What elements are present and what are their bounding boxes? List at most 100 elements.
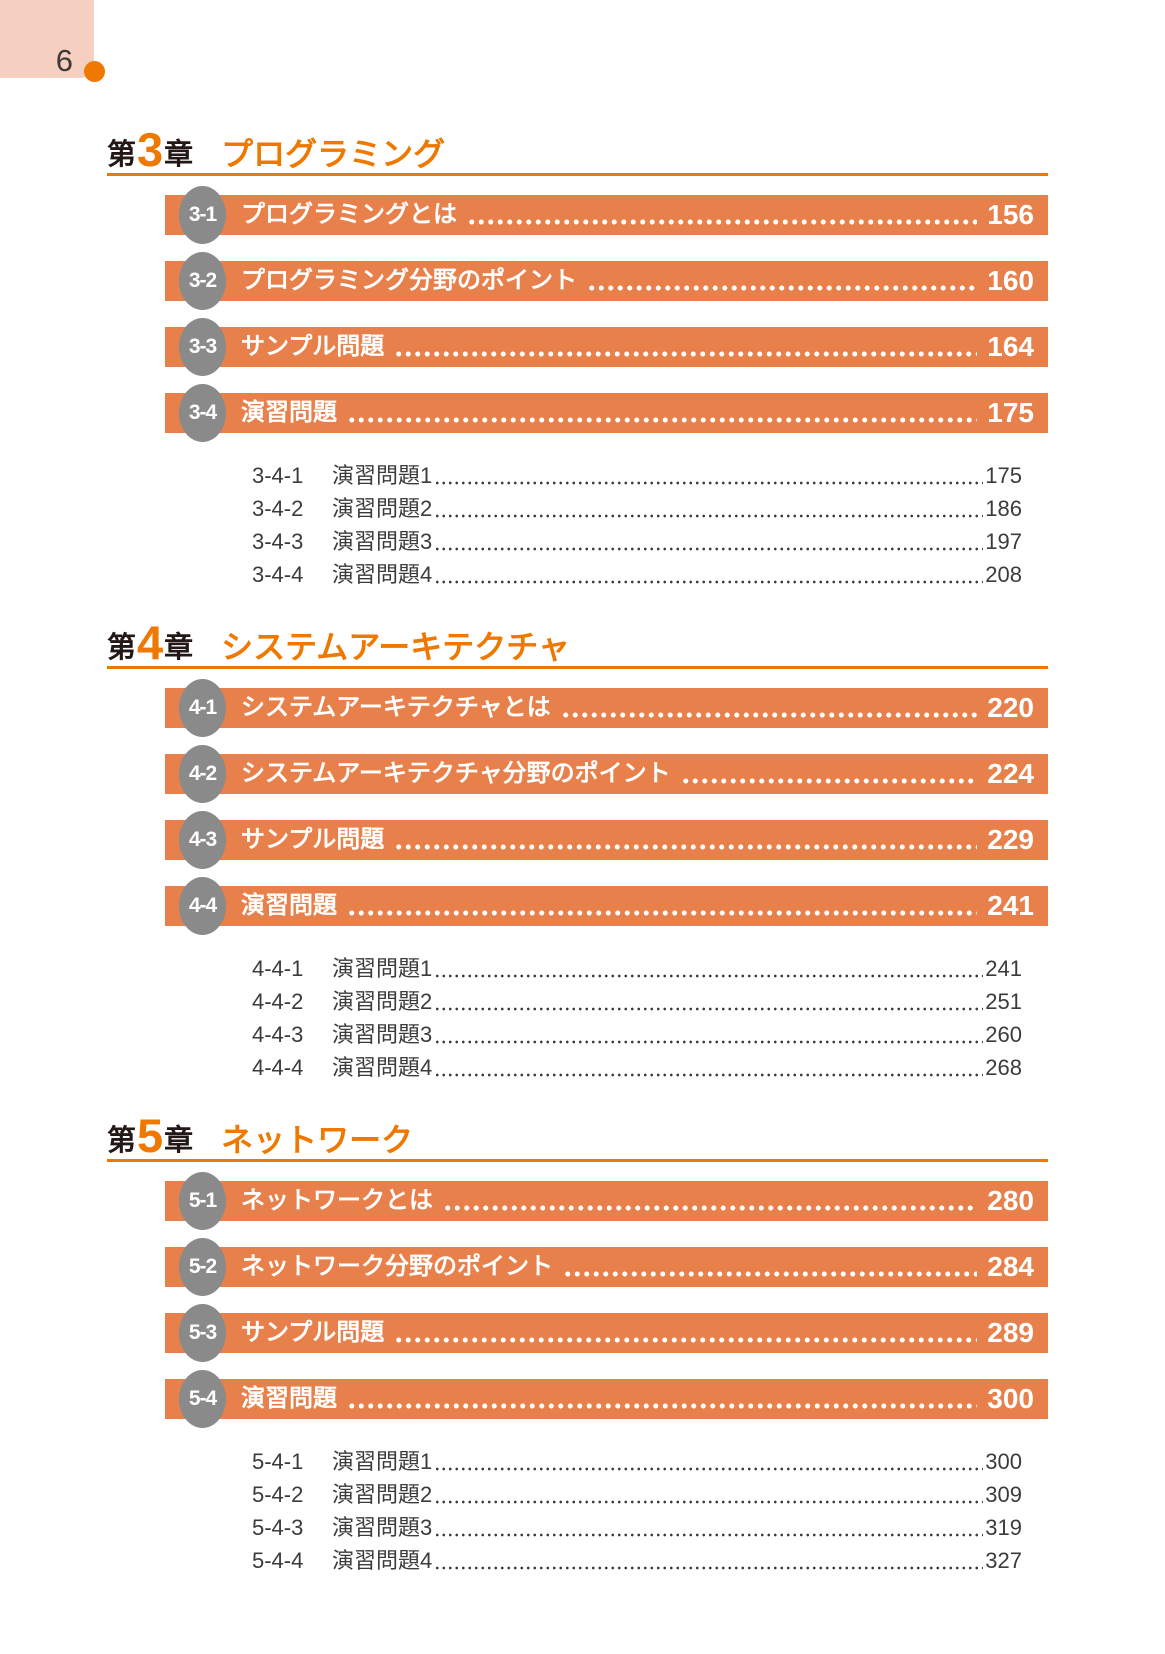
toc-section-row: 5-3 サンプル問題 289 <box>165 1304 1048 1362</box>
dot-leader <box>587 266 978 296</box>
toc-subitem-row: 5-4-4 演習問題4 327 <box>107 1544 1048 1577</box>
dot-leader <box>434 1449 984 1474</box>
toc-subitem-row: 4-4-2 演習問題2 251 <box>107 985 1048 1018</box>
subitem-number: 3-4-3 <box>252 528 304 554</box>
dot-leader <box>434 1515 984 1540</box>
section-title: ネットワーク分野のポイント <box>241 1253 553 1280</box>
section-page-number: 284 <box>987 1251 1034 1282</box>
dot-leader <box>347 398 978 428</box>
subitem-title: 演習問題1 <box>332 955 433 981</box>
chapter-heading: 第 3 章 プログラミング <box>107 124 1048 176</box>
subitem-page-number: 327 <box>985 1547 1022 1573</box>
section-page-number: 280 <box>987 1185 1034 1216</box>
toc-section-row: 3-3 サンプル問題 164 <box>165 318 1048 376</box>
toc-section-row: 4-2 システムアーキテクチャ分野のポイント 224 <box>165 745 1048 803</box>
chapter-suffix: 章 <box>164 632 194 664</box>
dot-leader <box>347 891 978 921</box>
page-number-block: 6 <box>0 0 94 78</box>
toc-section-row: 5-1 ネットワークとは 280 <box>165 1172 1048 1230</box>
subitem-page-number: 309 <box>985 1481 1022 1507</box>
subitem-number: 3-4-2 <box>252 495 304 521</box>
section-number-badge: 4-3 <box>179 811 226 869</box>
section-number-badge: 3-3 <box>179 318 226 376</box>
subitem-title: 演習問題4 <box>332 1054 433 1080</box>
subitem-title: 演習問題3 <box>332 1514 433 1540</box>
subitem-page-number: 241 <box>985 955 1022 981</box>
subitem-number: 4-4-1 <box>252 955 304 981</box>
dot-leader <box>443 1186 978 1216</box>
section-title: システムアーキテクチャ分野のポイント <box>241 760 671 787</box>
subitem-title: 演習問題1 <box>332 462 433 488</box>
section-number-badge: 4-4 <box>179 877 226 935</box>
toc-section-row: 4-4 演習問題 241 <box>165 877 1048 935</box>
subitem-title: 演習問題2 <box>332 495 433 521</box>
section-number-badge: 4-1 <box>179 679 226 737</box>
subitem-number: 5-4-3 <box>252 1514 304 1540</box>
subitem-number: 3-4-1 <box>252 462 304 488</box>
toc-subitem-row: 3-4-3 演習問題3 197 <box>107 525 1048 558</box>
subitem-number: 5-4-1 <box>252 1448 304 1474</box>
subitem-title: 演習問題3 <box>332 1021 433 1047</box>
section-title: プログラミングとは <box>241 201 457 228</box>
dot-leader <box>347 1384 978 1414</box>
dot-leader <box>560 693 978 723</box>
subitem-page-number: 268 <box>985 1054 1022 1080</box>
toc-subitem-row: 5-4-1 演習問題1 300 <box>107 1445 1048 1478</box>
subitem-page-number: 208 <box>985 561 1022 587</box>
toc-section-row: 5-2 ネットワーク分野のポイント 284 <box>165 1238 1048 1296</box>
subitem-number: 3-4-4 <box>252 561 304 587</box>
chapter-prefix: 第 <box>107 139 137 171</box>
chapter-sections: 4-1 システムアーキテクチャとは 220 4-2 システムアーキテクチャ分野の… <box>107 669 1048 1084</box>
section-title: 演習問題 <box>241 1385 337 1412</box>
chapter-sections: 5-1 ネットワークとは 280 5-2 ネットワーク分野のポイント 284 5… <box>107 1162 1048 1577</box>
subitem-page-number: 319 <box>985 1514 1022 1540</box>
chapter-number: 4 <box>137 616 164 670</box>
chapter-block: 第 3 章 プログラミング 3-1 プログラミングとは 156 3-2 プログラ… <box>107 124 1048 591</box>
subitem-page-number: 260 <box>985 1021 1022 1047</box>
toc-subitem-row: 4-4-3 演習問題3 260 <box>107 1018 1048 1051</box>
section-title: サンプル問題 <box>241 1319 385 1346</box>
section-page-number: 164 <box>987 331 1034 362</box>
toc-section-row: 3-1 プログラミングとは 156 <box>165 186 1048 244</box>
dot-leader <box>434 1022 984 1047</box>
section-page-number: 229 <box>987 824 1034 855</box>
section-page-number: 224 <box>987 758 1034 789</box>
dot-leader <box>434 562 984 587</box>
section-title: サンプル問題 <box>241 333 385 360</box>
section-title: 演習問題 <box>241 399 337 426</box>
dot-leader <box>394 825 978 855</box>
section-number-badge: 5-3 <box>179 1304 226 1362</box>
subitem-title: 演習問題4 <box>332 1547 433 1573</box>
section-subitems: 3-4-1 演習問題1 175 3-4-2 演習問題2 186 3-4-3 演習… <box>107 459 1048 591</box>
section-page-number: 160 <box>987 265 1034 296</box>
subitem-page-number: 175 <box>985 462 1022 488</box>
subitem-number: 4-4-2 <box>252 988 304 1014</box>
subitem-title: 演習問題3 <box>332 528 433 554</box>
chapter-prefix: 第 <box>107 1125 137 1157</box>
subitem-number: 4-4-3 <box>252 1021 304 1047</box>
section-number-badge: 3-2 <box>179 252 226 310</box>
dot-leader <box>467 200 978 230</box>
section-page-number: 220 <box>987 692 1034 723</box>
section-subitems: 4-4-1 演習問題1 241 4-4-2 演習問題2 251 4-4-3 演習… <box>107 952 1048 1084</box>
dot-leader <box>434 989 984 1014</box>
dot-leader <box>680 759 978 789</box>
subitem-number: 5-4-2 <box>252 1481 304 1507</box>
dot-leader <box>434 496 984 521</box>
section-title: 演習問題 <box>241 892 337 919</box>
chapter-heading: 第 5 章 ネットワーク <box>107 1110 1048 1162</box>
subitem-page-number: 197 <box>985 528 1022 554</box>
subitem-page-number: 300 <box>985 1448 1022 1474</box>
subitem-title: 演習問題1 <box>332 1448 433 1474</box>
toc-subitem-row: 5-4-2 演習問題2 309 <box>107 1478 1048 1511</box>
section-number-badge: 5-2 <box>179 1238 226 1296</box>
toc-section-row: 3-2 プログラミング分野のポイント 160 <box>165 252 1048 310</box>
section-page-number: 300 <box>987 1383 1034 1414</box>
toc-section-row: 5-4 演習問題 300 <box>165 1370 1048 1428</box>
toc-section-row: 4-3 サンプル問題 229 <box>165 811 1048 869</box>
chapter-heading: 第 4 章 システムアーキテクチャ <box>107 617 1048 669</box>
subitem-page-number: 251 <box>985 988 1022 1014</box>
toc-subitem-row: 3-4-4 演習問題4 208 <box>107 558 1048 591</box>
section-page-number: 289 <box>987 1317 1034 1348</box>
toc-subitem-row: 5-4-3 演習問題3 319 <box>107 1511 1048 1544</box>
